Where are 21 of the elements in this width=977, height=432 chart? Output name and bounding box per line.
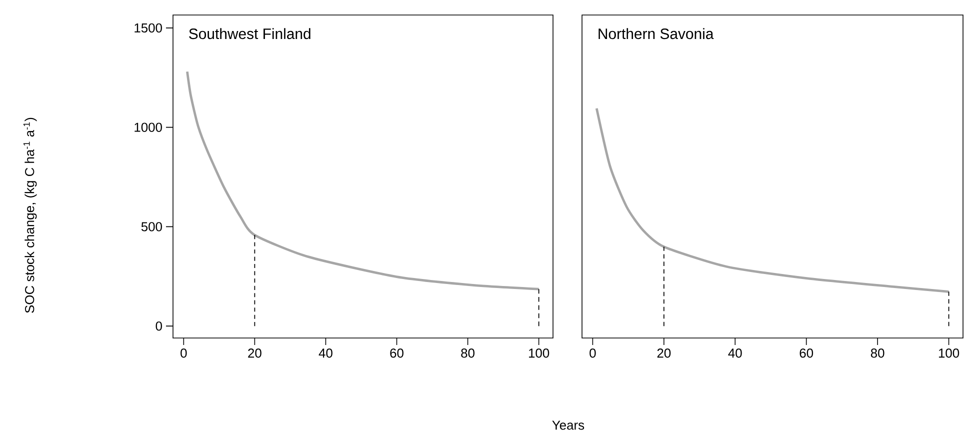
x-tick-label: 20 xyxy=(657,348,671,358)
text: Southwest Finland xyxy=(189,28,310,40)
line-series xyxy=(186,70,540,290)
text: Northern Savonia xyxy=(598,28,714,40)
x-tick-label: 40 xyxy=(728,348,742,358)
y-tick-label: 1000 xyxy=(134,122,162,132)
x-tick-label: 20 xyxy=(248,348,262,358)
x-tick-label: 0 xyxy=(590,348,596,358)
x-tick-label: 0 xyxy=(180,348,187,358)
x-tick-label: 80 xyxy=(870,348,884,358)
x-tick-label: 100 xyxy=(528,348,550,358)
y-tick-label: 500 xyxy=(141,222,162,232)
x-axis-title: Years xyxy=(552,420,584,430)
x-tick-label: 60 xyxy=(800,348,814,358)
x-tick-label: 80 xyxy=(461,348,474,358)
x-tick-label: 40 xyxy=(318,348,332,358)
x-tick-label: 60 xyxy=(390,348,404,358)
x-tick-label: 100 xyxy=(938,348,960,358)
y-tick-label: 1500 xyxy=(134,23,162,32)
y-axis-title: SOC stock change, (kg C ha$^{-1}$ a$^{-1}$) xyxy=(23,118,37,313)
y-tick-label: 0 xyxy=(156,321,162,331)
